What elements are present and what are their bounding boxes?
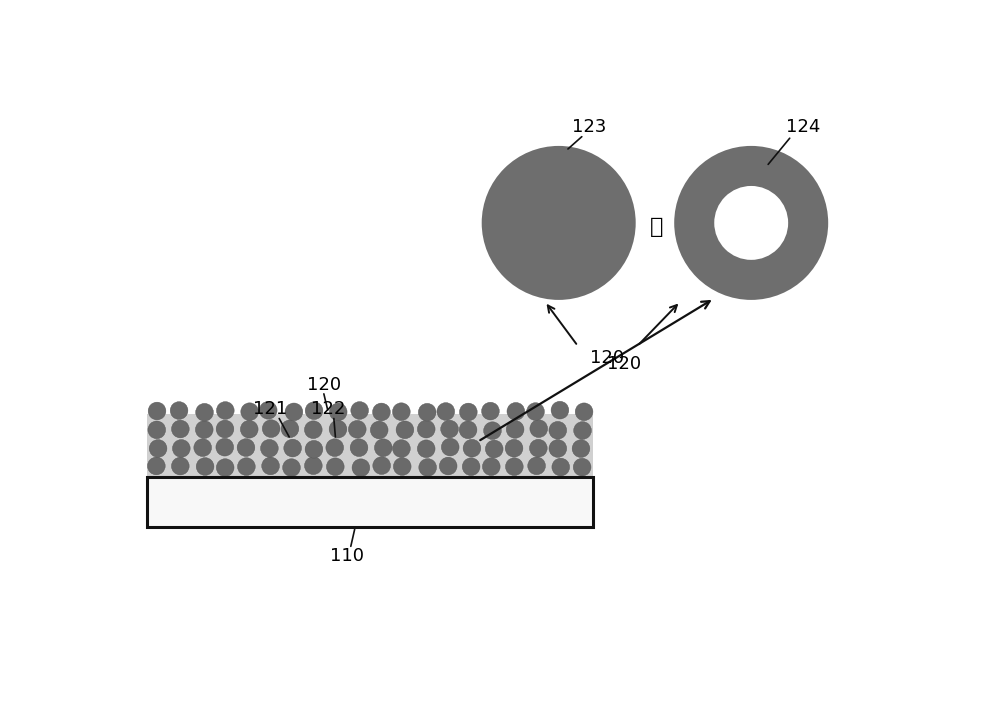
Circle shape (171, 457, 189, 475)
Circle shape (281, 420, 299, 437)
Circle shape (393, 440, 410, 457)
Circle shape (195, 420, 213, 438)
Circle shape (439, 457, 457, 475)
Circle shape (172, 440, 190, 457)
Circle shape (149, 440, 167, 457)
Circle shape (527, 403, 544, 420)
Text: 或: 或 (650, 217, 663, 237)
Circle shape (148, 402, 166, 420)
Circle shape (238, 458, 255, 476)
Circle shape (216, 438, 234, 456)
Circle shape (437, 403, 455, 420)
Circle shape (283, 459, 300, 476)
Circle shape (393, 457, 411, 475)
Text: 121: 121 (253, 401, 287, 418)
Circle shape (441, 438, 459, 456)
Circle shape (417, 440, 435, 457)
Circle shape (549, 440, 567, 457)
Circle shape (374, 439, 392, 457)
Circle shape (216, 420, 234, 438)
Circle shape (262, 420, 280, 437)
Circle shape (196, 403, 213, 421)
Circle shape (506, 420, 524, 438)
Text: 110: 110 (330, 547, 364, 564)
Circle shape (348, 420, 366, 438)
Circle shape (304, 421, 322, 439)
Circle shape (441, 420, 458, 438)
Circle shape (284, 440, 302, 457)
Circle shape (216, 401, 234, 419)
Circle shape (326, 458, 344, 476)
Circle shape (418, 403, 436, 421)
Circle shape (237, 439, 255, 457)
Circle shape (482, 402, 499, 420)
Bar (147, 477, 593, 527)
Circle shape (196, 458, 214, 475)
Circle shape (171, 420, 189, 438)
Circle shape (463, 440, 481, 457)
Circle shape (241, 403, 259, 420)
Text: 120: 120 (590, 349, 624, 367)
Circle shape (396, 421, 414, 439)
Circle shape (459, 421, 477, 439)
Circle shape (505, 458, 523, 476)
Circle shape (459, 403, 477, 421)
Circle shape (305, 402, 323, 420)
Circle shape (350, 439, 368, 457)
Circle shape (262, 457, 279, 475)
Circle shape (329, 420, 347, 438)
Circle shape (551, 401, 569, 419)
Circle shape (285, 403, 303, 420)
Circle shape (485, 440, 503, 458)
Circle shape (528, 457, 545, 475)
Text: 124: 124 (786, 118, 821, 136)
Circle shape (148, 421, 166, 439)
Circle shape (373, 403, 390, 421)
Circle shape (304, 457, 322, 474)
Circle shape (352, 459, 370, 476)
Circle shape (574, 422, 591, 440)
Circle shape (240, 420, 258, 438)
Circle shape (714, 186, 788, 260)
Circle shape (351, 401, 369, 419)
Text: 123: 123 (572, 118, 607, 136)
Circle shape (417, 420, 435, 438)
Circle shape (575, 403, 593, 420)
Circle shape (147, 457, 165, 475)
Circle shape (529, 440, 547, 457)
Circle shape (549, 421, 567, 439)
Circle shape (392, 403, 410, 420)
Circle shape (373, 457, 391, 474)
Circle shape (674, 146, 828, 300)
Circle shape (194, 439, 212, 457)
Circle shape (462, 458, 480, 476)
Circle shape (505, 440, 523, 457)
Circle shape (419, 459, 437, 476)
Text: 120: 120 (307, 376, 341, 393)
Circle shape (170, 402, 188, 420)
Circle shape (552, 458, 570, 476)
Bar (147, 414, 593, 477)
Circle shape (484, 422, 501, 440)
Circle shape (329, 403, 347, 421)
Circle shape (530, 420, 548, 437)
Circle shape (482, 458, 500, 476)
Circle shape (216, 459, 234, 476)
Circle shape (259, 401, 277, 419)
Circle shape (326, 439, 344, 457)
Text: 122: 122 (311, 401, 345, 418)
Circle shape (507, 403, 525, 420)
Circle shape (305, 440, 323, 458)
Circle shape (573, 458, 591, 476)
Circle shape (261, 440, 278, 457)
Circle shape (370, 421, 388, 439)
Circle shape (482, 146, 636, 300)
Circle shape (572, 440, 590, 457)
Text: 120: 120 (607, 354, 641, 373)
